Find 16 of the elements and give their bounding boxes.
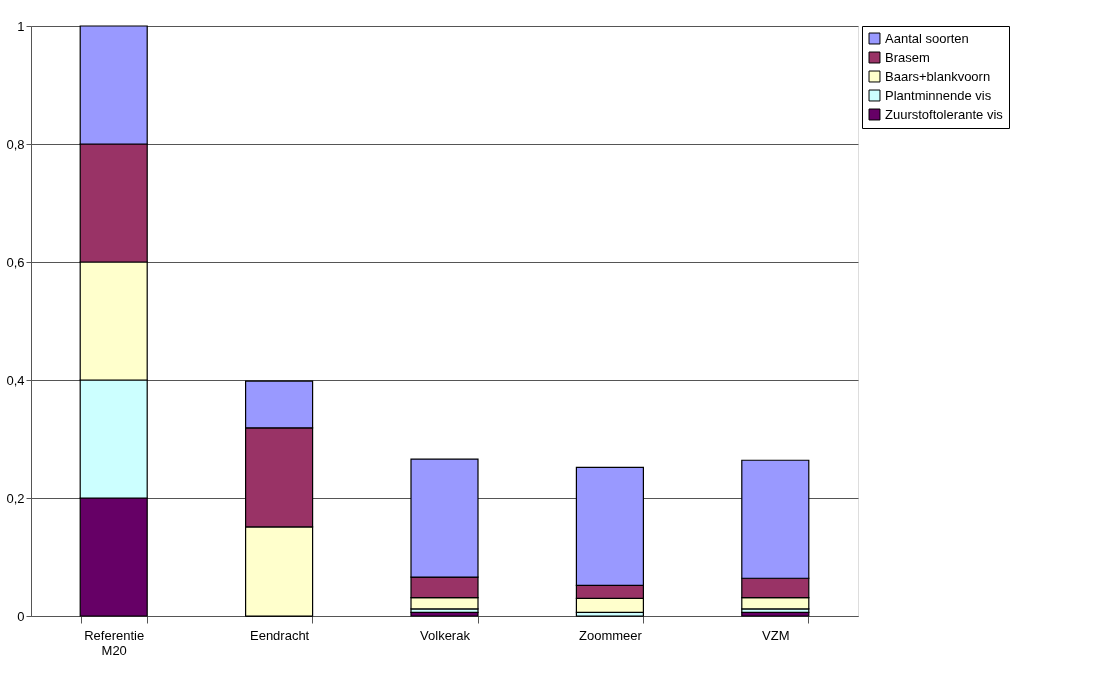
x-tick-label: Volkerak <box>420 627 471 643</box>
y-tick-label: 1 <box>17 18 25 34</box>
x-tick-label: Referentie M20 <box>84 627 145 658</box>
legend-label: Plantminnende vis <box>885 87 992 103</box>
legend-label: Zuurstoftolerante vis <box>885 106 1004 122</box>
y-tick-label: 0 <box>17 608 25 624</box>
legend-label: Baars+blankvoorn <box>885 68 991 84</box>
legend-label: Brasem <box>885 49 930 65</box>
y-tick-label: 0,6 <box>6 254 25 270</box>
x-tick-label: Eendracht <box>249 627 310 643</box>
x-tick-label: VZM <box>762 627 790 643</box>
y-tick-label: 0,4 <box>6 372 25 388</box>
legend-label: Aantal soorten <box>885 30 969 46</box>
y-tick-label: 0,8 <box>6 136 25 152</box>
x-tick-label: Zoommeer <box>578 627 643 643</box>
y-tick-label: 0,2 <box>6 490 25 506</box>
